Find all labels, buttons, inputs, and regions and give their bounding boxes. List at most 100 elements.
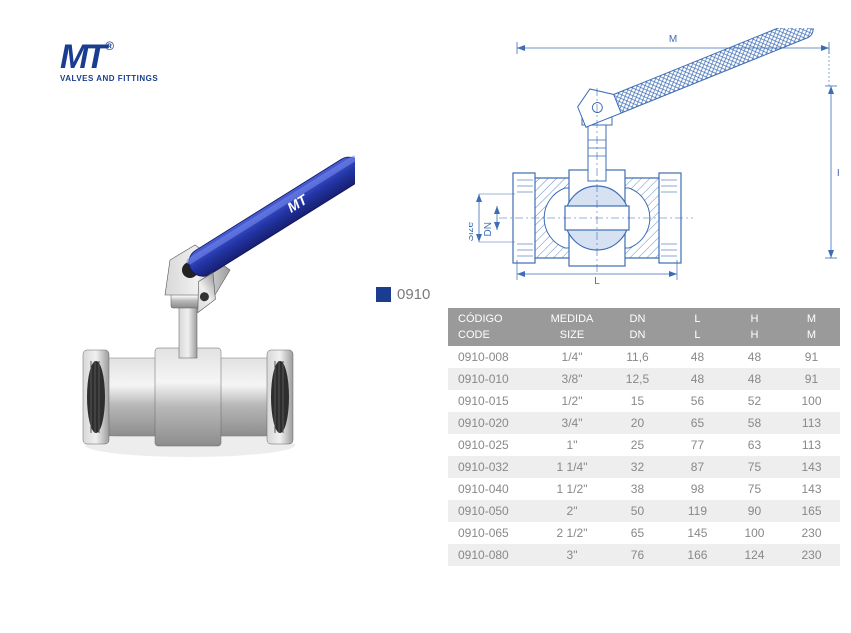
logo-mark: MT® bbox=[60, 40, 158, 74]
table-cell: 100 bbox=[783, 390, 840, 412]
product-code-label: 0910 bbox=[397, 286, 430, 303]
col-subheader: L bbox=[669, 327, 726, 346]
table-cell: 2" bbox=[538, 500, 606, 522]
col-subheader: H bbox=[726, 327, 783, 346]
col-subheader: M bbox=[783, 327, 840, 346]
table-cell: 230 bbox=[783, 522, 840, 544]
col-subheader: CODE bbox=[448, 327, 538, 346]
table-cell: 145 bbox=[669, 522, 726, 544]
table-row: 0910-0103/8"12,5484891 bbox=[448, 368, 840, 390]
product-code-block: 0910 bbox=[376, 286, 430, 303]
dim-label-dn: DN bbox=[483, 222, 494, 236]
logo-tagline: VALVES AND FITTINGS bbox=[60, 74, 158, 83]
table-row: 0910-0151/2"155652100 bbox=[448, 390, 840, 412]
table-cell: 58 bbox=[726, 412, 783, 434]
col-header: DN bbox=[606, 308, 669, 327]
col-subheader: DN bbox=[606, 327, 669, 346]
table-row: 0910-0803"76166124230 bbox=[448, 544, 840, 566]
table-cell: 0910-008 bbox=[448, 346, 538, 368]
table-header: CÓDIGO MEDIDA DN L H M CODE SIZE DN L H … bbox=[448, 308, 840, 346]
dim-label-h: H bbox=[837, 168, 839, 179]
table-row: 0910-0321 1/4"328775143 bbox=[448, 456, 840, 478]
table-row: 0910-0401 1/2"389875143 bbox=[448, 478, 840, 500]
table-cell: 1" bbox=[538, 434, 606, 456]
table-cell: 65 bbox=[606, 522, 669, 544]
table-cell: 65 bbox=[669, 412, 726, 434]
table-cell: 1/2" bbox=[538, 390, 606, 412]
col-header: L bbox=[669, 308, 726, 327]
table-cell: 76 bbox=[606, 544, 669, 566]
table-cell: 0910-065 bbox=[448, 522, 538, 544]
table-cell: 0910-015 bbox=[448, 390, 538, 412]
table-row: 0910-0502"5011990165 bbox=[448, 500, 840, 522]
table-cell: 1 1/2" bbox=[538, 478, 606, 500]
spec-table: CÓDIGO MEDIDA DN L H M CODE SIZE DN L H … bbox=[448, 308, 840, 566]
table-cell: 166 bbox=[669, 544, 726, 566]
table-cell: 50 bbox=[606, 500, 669, 522]
table-cell: 48 bbox=[669, 368, 726, 390]
table-cell: 15 bbox=[606, 390, 669, 412]
table-cell: 0910-032 bbox=[448, 456, 538, 478]
table-cell: 0910-010 bbox=[448, 368, 538, 390]
table-cell: 113 bbox=[783, 412, 840, 434]
table-cell: 90 bbox=[726, 500, 783, 522]
code-square-icon bbox=[376, 287, 391, 302]
table-cell: 0910-040 bbox=[448, 478, 538, 500]
table-cell: 12,5 bbox=[606, 368, 669, 390]
table-body: 0910-0081/4"11,64848910910-0103/8"12,548… bbox=[448, 346, 840, 566]
table-cell: 1 1/4" bbox=[538, 456, 606, 478]
table-row: 0910-0081/4"11,6484891 bbox=[448, 346, 840, 368]
col-header: H bbox=[726, 308, 783, 327]
table-cell: 32 bbox=[606, 456, 669, 478]
col-header: MEDIDA bbox=[538, 308, 606, 327]
table-row: 0910-0251"257763113 bbox=[448, 434, 840, 456]
product-photo: MT bbox=[55, 150, 355, 460]
registered-symbol: ® bbox=[105, 39, 111, 53]
table-row: 0910-0203/4"206558113 bbox=[448, 412, 840, 434]
table-cell: 124 bbox=[726, 544, 783, 566]
col-header: CÓDIGO bbox=[448, 308, 538, 327]
logo-letters: MT bbox=[60, 38, 103, 76]
table-cell: 56 bbox=[669, 390, 726, 412]
table-cell: 165 bbox=[783, 500, 840, 522]
table-cell: 98 bbox=[669, 478, 726, 500]
table-cell: 48 bbox=[669, 346, 726, 368]
table-cell: 75 bbox=[726, 456, 783, 478]
table-cell: 91 bbox=[783, 346, 840, 368]
table-cell: 11,6 bbox=[606, 346, 669, 368]
table-cell: 0910-025 bbox=[448, 434, 538, 456]
table-cell: 119 bbox=[669, 500, 726, 522]
table-cell: 1/4" bbox=[538, 346, 606, 368]
table-cell: 143 bbox=[783, 478, 840, 500]
table-cell: 3/8" bbox=[538, 368, 606, 390]
col-header: M bbox=[783, 308, 840, 327]
table-cell: 100 bbox=[726, 522, 783, 544]
technical-diagram: M H bbox=[469, 28, 839, 286]
table-row: 0910-0652 1/2"65145100230 bbox=[448, 522, 840, 544]
table-cell: 25 bbox=[606, 434, 669, 456]
table-cell: 52 bbox=[726, 390, 783, 412]
table-cell: 143 bbox=[783, 456, 840, 478]
dim-label-l: L bbox=[594, 276, 600, 286]
dim-label-m: M bbox=[669, 34, 677, 45]
table-cell: 3" bbox=[538, 544, 606, 566]
table-cell: 113 bbox=[783, 434, 840, 456]
table-cell: 38 bbox=[606, 478, 669, 500]
table-cell: 0910-080 bbox=[448, 544, 538, 566]
table-cell: 230 bbox=[783, 544, 840, 566]
dim-label-size: Size bbox=[469, 222, 476, 242]
table-cell: 3/4" bbox=[538, 412, 606, 434]
table-cell: 0910-020 bbox=[448, 412, 538, 434]
col-subheader: SIZE bbox=[538, 327, 606, 346]
table-cell: 77 bbox=[669, 434, 726, 456]
table-cell: 91 bbox=[783, 368, 840, 390]
table-cell: 20 bbox=[606, 412, 669, 434]
table-cell: 75 bbox=[726, 478, 783, 500]
table-cell: 48 bbox=[726, 346, 783, 368]
table-cell: 0910-050 bbox=[448, 500, 538, 522]
brand-logo: MT® VALVES AND FITTINGS bbox=[60, 40, 158, 83]
table-cell: 2 1/2" bbox=[538, 522, 606, 544]
table-cell: 87 bbox=[669, 456, 726, 478]
table-cell: 48 bbox=[726, 368, 783, 390]
table-cell: 63 bbox=[726, 434, 783, 456]
